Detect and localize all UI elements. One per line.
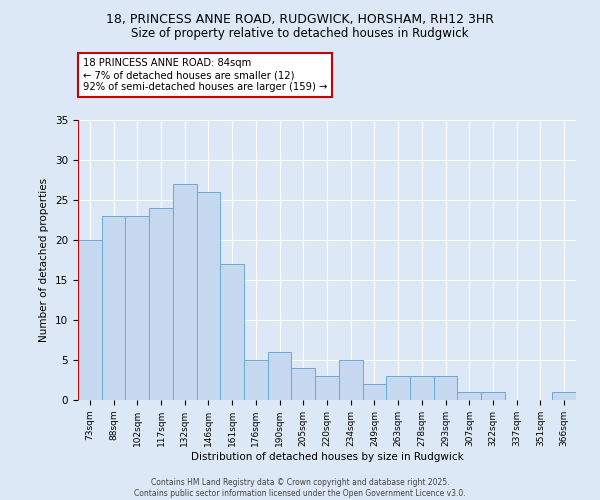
Bar — [78, 240, 102, 400]
Bar — [434, 376, 457, 400]
Text: 18 PRINCESS ANNE ROAD: 84sqm
← 7% of detached houses are smaller (12)
92% of sem: 18 PRINCESS ANNE ROAD: 84sqm ← 7% of det… — [83, 58, 328, 92]
Bar — [339, 360, 362, 400]
Bar — [173, 184, 197, 400]
X-axis label: Distribution of detached houses by size in Rudgwick: Distribution of detached houses by size … — [191, 452, 463, 462]
Bar — [220, 264, 244, 400]
Text: 18, PRINCESS ANNE ROAD, RUDGWICK, HORSHAM, RH12 3HR: 18, PRINCESS ANNE ROAD, RUDGWICK, HORSHA… — [106, 12, 494, 26]
Bar — [481, 392, 505, 400]
Text: Size of property relative to detached houses in Rudgwick: Size of property relative to detached ho… — [131, 28, 469, 40]
Y-axis label: Number of detached properties: Number of detached properties — [40, 178, 49, 342]
Bar — [149, 208, 173, 400]
Bar — [386, 376, 410, 400]
Text: Contains HM Land Registry data © Crown copyright and database right 2025.
Contai: Contains HM Land Registry data © Crown c… — [134, 478, 466, 498]
Bar — [552, 392, 576, 400]
Bar — [197, 192, 220, 400]
Bar — [268, 352, 292, 400]
Bar — [410, 376, 434, 400]
Bar — [457, 392, 481, 400]
Bar — [244, 360, 268, 400]
Bar — [315, 376, 339, 400]
Bar — [362, 384, 386, 400]
Bar — [292, 368, 315, 400]
Bar — [125, 216, 149, 400]
Bar — [102, 216, 125, 400]
